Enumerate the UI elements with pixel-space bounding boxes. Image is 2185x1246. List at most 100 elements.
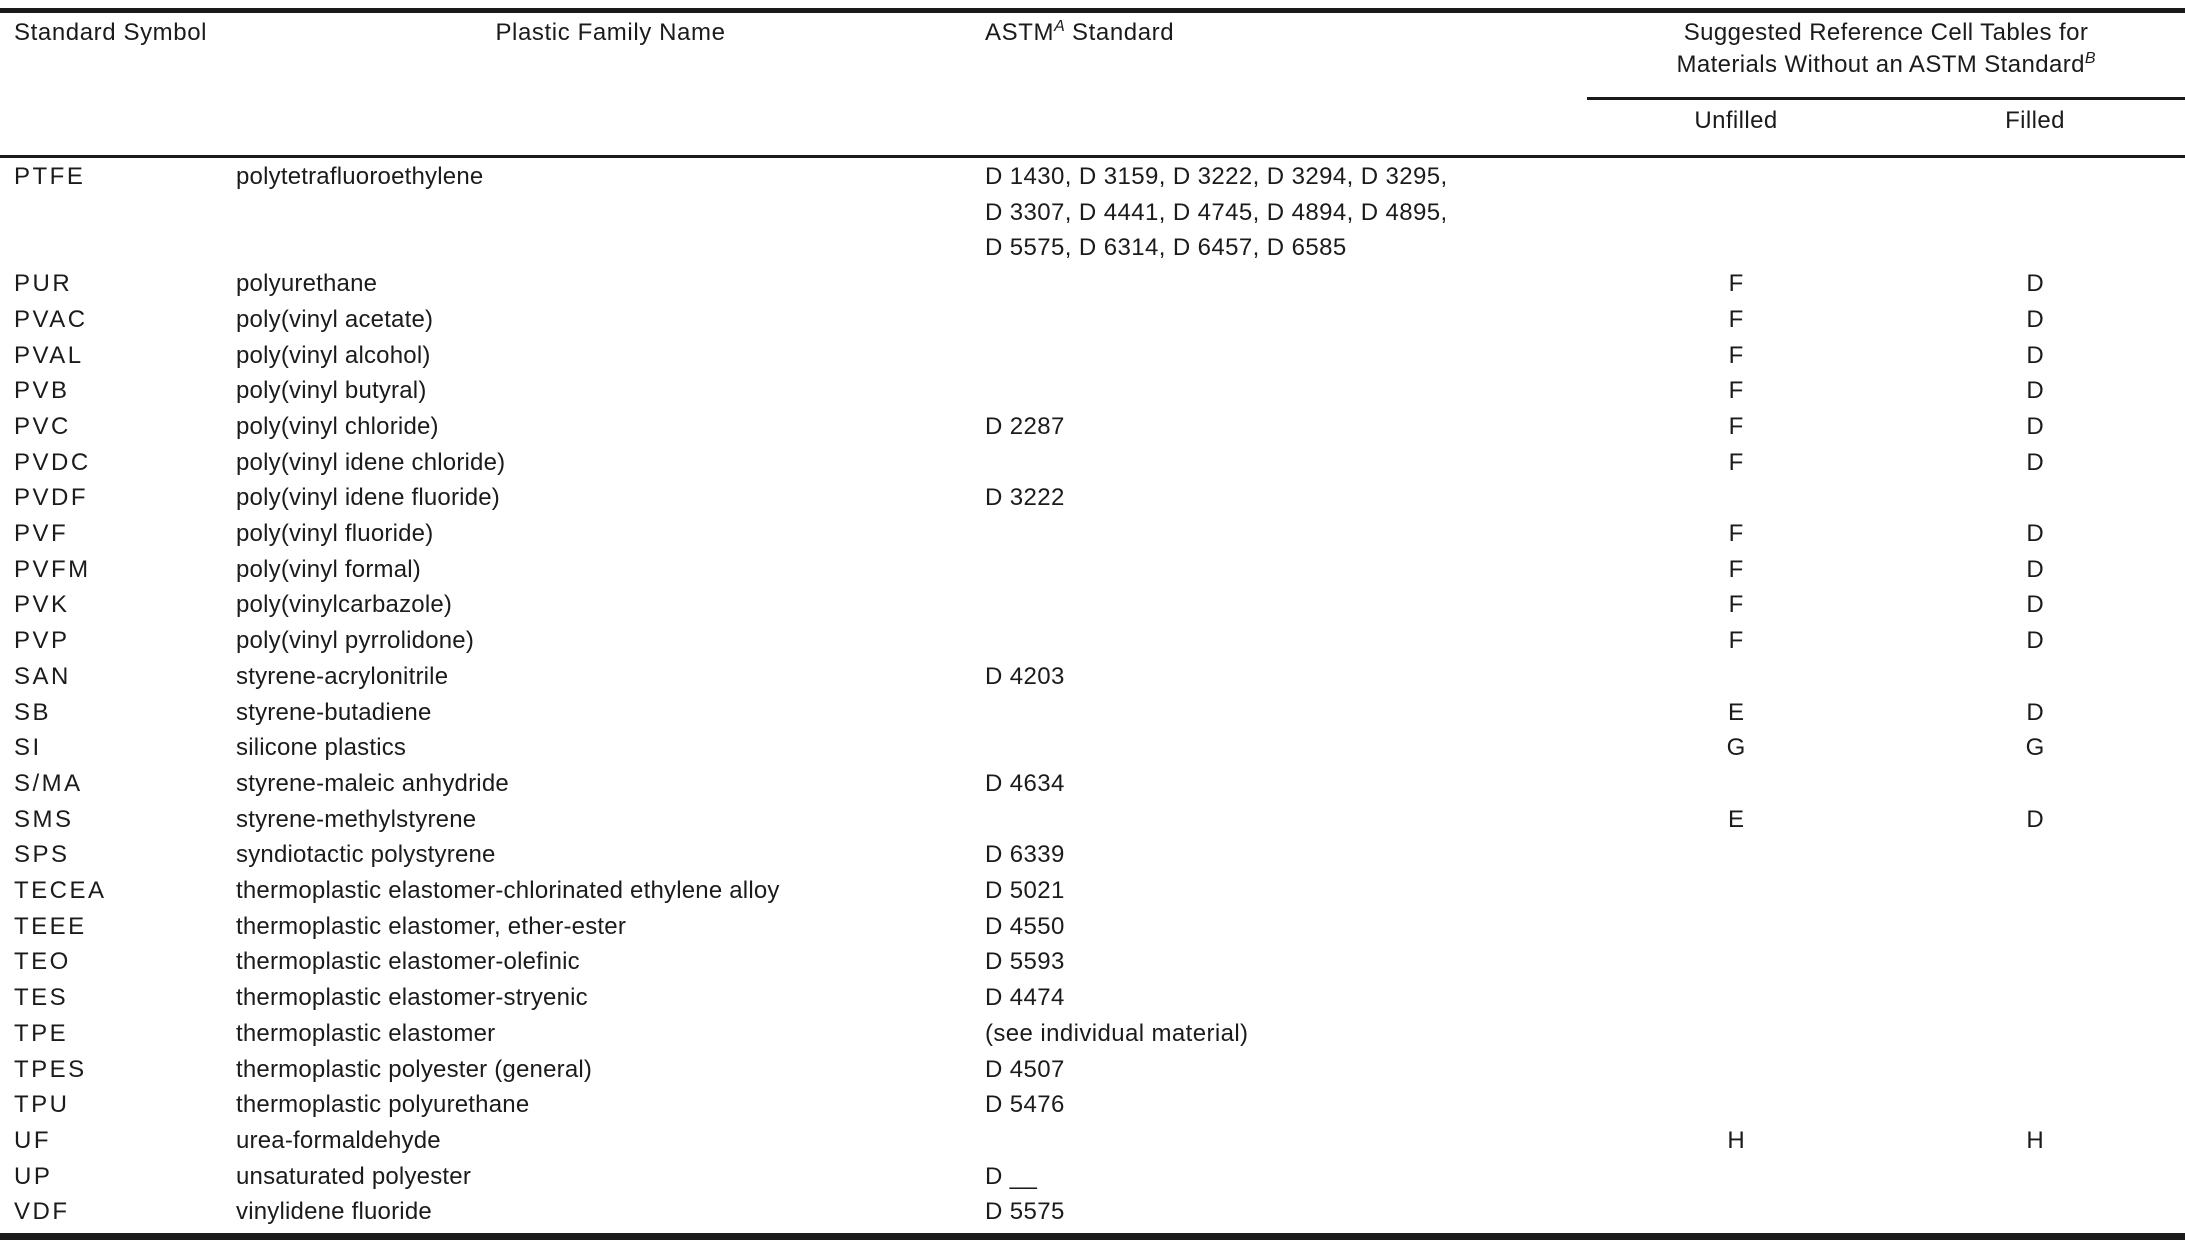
cell-standard-symbol: PVK	[14, 591, 70, 619]
cell-unfilled: F	[1728, 627, 1744, 655]
header-filled: Filled	[2005, 107, 2065, 134]
cell-unfilled: F	[1728, 270, 1744, 298]
cell-filled	[1885, 909, 2185, 945]
cell-standard-symbol: PTFE	[14, 163, 86, 190]
cell-family-name: silicone plastics	[236, 734, 407, 762]
cell-filled	[1885, 1087, 2185, 1123]
cell-family-name: unsaturated polyester	[236, 1162, 472, 1190]
table-row: PVDF poly(vinyl idene fluoride) D 3222	[0, 480, 2185, 516]
cell-family-name: styrene-acrylonitrile	[236, 662, 449, 690]
cell-astm-standard	[985, 1123, 1587, 1159]
cell-unfilled: E	[1727, 805, 1744, 833]
cell-unfilled: E	[1727, 698, 1744, 726]
cell-family-name: polyurethane	[236, 270, 378, 298]
cell-filled: D	[2026, 805, 2044, 833]
cell-astm-standard	[985, 266, 1587, 302]
cell-unfilled: F	[1728, 305, 1744, 333]
cell-astm-standard: D 1430, D 3159, D 3222, D 3294, D 3295, …	[985, 163, 1448, 262]
cell-astm-standard: D 5476	[985, 1091, 1065, 1119]
cell-family-name: thermoplastic elastomer-chlorinated ethy…	[236, 877, 780, 905]
cell-astm-standard	[985, 552, 1587, 588]
table-row: PVAC poly(vinyl acetate) F D	[0, 302, 2185, 338]
table-row: PTFE polytetrafluoroethylene D 1430, D 3…	[0, 159, 2185, 266]
top-rule	[0, 8, 2185, 13]
cell-filled	[1885, 1016, 2185, 1052]
cell-family-name: poly(vinyl fluoride)	[236, 520, 434, 548]
cell-astm-standard: D 5593	[985, 948, 1065, 976]
header-astm-footnote-a: A	[1054, 18, 1065, 35]
cell-filled: D	[2026, 341, 2044, 369]
cell-unfilled	[1587, 909, 1885, 945]
cell-standard-symbol: TECEA	[14, 877, 107, 905]
table-body: PTFE polytetrafluoroethylene D 1430, D 3…	[0, 158, 2185, 1230]
subheader-row: Unfilled Filled	[1587, 100, 2185, 142]
cell-unfilled: H	[1727, 1126, 1745, 1154]
table-row: UF urea-formaldehyde H H	[0, 1123, 2185, 1159]
cell-standard-symbol: TEO	[14, 948, 71, 976]
cell-standard-symbol: TPU	[14, 1091, 70, 1119]
cell-filled: D	[2026, 448, 2044, 476]
table-row: SB styrene-butadiene E D	[0, 695, 2185, 731]
cell-filled	[1885, 766, 2185, 802]
cell-family-name: poly(vinyl idene chloride)	[236, 448, 506, 476]
cell-family-name: poly(vinyl alcohol)	[236, 341, 431, 369]
cell-astm-standard: D 4203	[985, 662, 1065, 690]
cell-astm-standard: D 4634	[985, 769, 1065, 797]
cell-filled: D	[2026, 270, 2044, 298]
cell-unfilled: F	[1728, 341, 1744, 369]
cell-unfilled	[1587, 159, 1885, 266]
cell-filled: D	[2026, 520, 2044, 548]
header-standard-symbol: Standard Symbol	[14, 19, 208, 46]
cell-astm-standard	[985, 445, 1587, 481]
cell-unfilled	[1587, 980, 1885, 1016]
table-row: UP unsaturated polyester D __	[0, 1159, 2185, 1195]
cell-standard-symbol: PVDF	[14, 484, 89, 512]
cell-family-name: thermoplastic elastomer, ether-ester	[236, 912, 627, 940]
header-bottom-rule	[0, 155, 2185, 158]
cell-astm-standard: D __	[985, 1162, 1038, 1190]
table-row: PVAL poly(vinyl alcohol) F D	[0, 338, 2185, 374]
cell-filled	[1885, 873, 2185, 909]
suggested-group-line1: Suggested Reference Cell Tables for	[1683, 19, 2089, 46]
cell-filled	[1885, 159, 2185, 266]
cell-standard-symbol: PVC	[14, 412, 71, 440]
table-row: S/MA styrene-maleic anhydride D 4634	[0, 766, 2185, 802]
table-row: TPES thermoplastic polyester (general) D…	[0, 1052, 2185, 1088]
cell-astm-standard: D 3222	[985, 484, 1065, 512]
cell-family-name: vinylidene fluoride	[236, 1198, 432, 1226]
cell-standard-symbol: PVB	[14, 377, 70, 405]
header-unfilled: Unfilled	[1694, 107, 1778, 134]
bottom-rule	[0, 1233, 2185, 1241]
cell-standard-symbol: SAN	[14, 662, 71, 690]
suggested-group-line2: Materials Without an ASTM StandardB	[1587, 49, 2185, 81]
suggested-group-footnote-b: B	[2084, 50, 2096, 67]
cell-unfilled	[1587, 1159, 1885, 1195]
suggested-group-rule	[1587, 97, 2185, 100]
cell-astm-standard	[985, 730, 1587, 766]
cell-unfilled: F	[1728, 448, 1744, 476]
cell-astm-standard	[985, 516, 1587, 552]
cell-family-name: polytetrafluoroethylene	[236, 163, 484, 190]
cell-unfilled	[1587, 1052, 1885, 1088]
cell-family-name: poly(vinyl idene fluoride)	[236, 484, 500, 512]
cell-standard-symbol: PVFM	[14, 555, 91, 583]
cell-standard-symbol: PVF	[14, 520, 69, 548]
cell-family-name: thermoplastic elastomer	[236, 1019, 496, 1047]
cell-astm-standard	[985, 623, 1587, 659]
cell-astm-standard: D 6339	[985, 841, 1065, 869]
cell-unfilled: F	[1728, 591, 1744, 619]
table-row: TPE thermoplastic elastomer (see individ…	[0, 1016, 2185, 1052]
cell-family-name: poly(vinyl formal)	[236, 555, 421, 583]
cell-astm-standard	[985, 695, 1587, 731]
cell-filled: D	[2026, 627, 2044, 655]
cell-unfilled	[1587, 480, 1885, 516]
cell-family-name: thermoplastic elastomer-stryenic	[236, 984, 588, 1012]
suggested-group-line2-text: Materials Without an ASTM Standard	[1676, 51, 2085, 78]
cell-astm-standard	[985, 587, 1587, 623]
cell-standard-symbol: SPS	[14, 841, 70, 869]
table-row: TES thermoplastic elastomer-stryenic D 4…	[0, 980, 2185, 1016]
cell-standard-symbol: UF	[14, 1126, 51, 1154]
cell-filled	[1885, 1052, 2185, 1088]
cell-unfilled	[1587, 837, 1885, 873]
cell-astm-standard: D 5575	[985, 1198, 1065, 1226]
